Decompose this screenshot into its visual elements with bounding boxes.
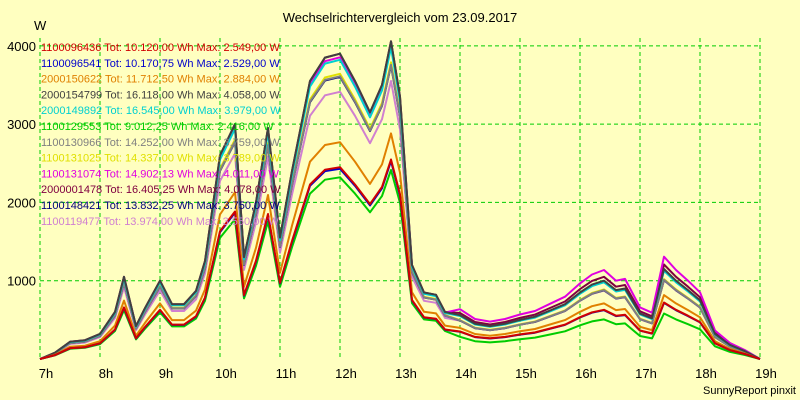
x-tick-label: 19h [755,366,777,381]
x-tick-label: 18h [695,366,717,381]
x-tick-label: 7h [39,366,53,381]
series-line [39,40,761,360]
x-tick-label: 8h [99,366,113,381]
y-axis-unit-label: W [34,18,47,33]
legend-entry: 1100119477 Tot: 13.974,00 Wh Max: 3.550,… [41,216,280,228]
legend-entry: 2000149892 Tot: 16.545,00 Wh Max: 3.979,… [41,105,281,117]
x-tick-label: 12h [335,366,357,381]
legend-entry: 1100096436 Tot: 10.120,00 Wh Max: 2.549,… [41,42,280,54]
x-axis-ticks: 7h 8h 9h 10h 11h 12h 13h 14h 15h 16h 17h 18h 19h [39,366,777,381]
y-tick-label: 4000 [7,39,36,54]
y-tick-label: 2000 [7,195,36,210]
x-tick-label: 16h [575,366,597,381]
legend-entry: 2000150622 Tot: 11.712,50 Wh Max: 2.884,… [41,74,280,86]
legend: 1100096436 Tot: 10.120,00 Wh Max: 2.549,… [41,42,281,228]
x-tick-label: 11h [276,366,297,381]
series-line [39,63,761,360]
chart-title: Wechselrichtervergleich vom 23.09.2017 [283,10,518,25]
legend-entry: 1100130966 Tot: 14.252,00 Wh Max: 3.759,… [41,137,280,149]
series-line [39,158,761,360]
y-tick-label: 3000 [7,117,36,132]
x-tick-label: 9h [159,366,173,381]
legend-entry: 1100131074 Tot: 14.902,13 Wh Max: 4.011,… [41,168,280,180]
legend-entry: 2000001478 Tot: 16.405,25 Wh Max: 4.078,… [41,184,281,196]
x-tick-label: 13h [395,366,417,381]
legend-entry: 1100096541 Tot: 10.170,75 Wh Max: 2.529,… [41,58,280,70]
x-tick-label: 14h [455,366,477,381]
credit-label: SunnyReport pinxit [703,385,796,397]
x-tick-label: 10h [215,366,237,381]
y-axis-ticks: 1000 2000 3000 4000 [7,39,36,289]
x-tick-label: 17h [635,366,657,381]
x-tick-label: 15h [515,366,537,381]
series-lines [39,40,761,360]
series-line [39,169,761,360]
legend-entry: 1100148421 Tot: 13.832,25 Wh Max: 3.750,… [41,200,280,212]
y-tick-label: 1000 [7,274,36,289]
legend-entry: 2000154799 Tot: 16.118,00 Wh Max: 4.058,… [41,89,280,101]
series-line [39,132,761,360]
legend-entry: 1100131025 Tot: 14.337,00 Wh Max: 3.789,… [41,153,280,165]
legend-entry: 1100129553 Tot: 9.012,25 Wh Max: 2.416,0… [41,121,274,133]
